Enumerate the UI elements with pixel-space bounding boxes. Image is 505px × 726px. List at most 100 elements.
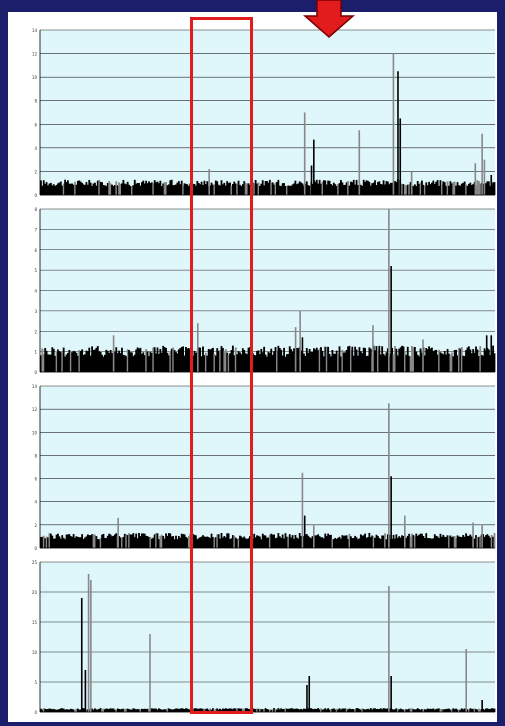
- baseline-bar: [220, 346, 223, 372]
- baseline-bar: [139, 709, 142, 712]
- baseline-bar: [185, 346, 187, 372]
- baseline-bar: [241, 708, 244, 712]
- baseline-bar: [347, 181, 349, 195]
- baseline-bar: [55, 534, 58, 548]
- baseline-bar: [167, 708, 170, 712]
- baseline-bar: [405, 709, 408, 712]
- baseline-bar: [438, 538, 440, 548]
- baseline-bar: [49, 182, 52, 195]
- baseline-bar: [381, 346, 384, 372]
- baseline-bar: [270, 709, 273, 712]
- baseline-bar: [122, 354, 125, 372]
- baseline-bar: [446, 181, 449, 195]
- baseline-bar: [487, 708, 490, 712]
- baseline-bar: [102, 708, 105, 712]
- baseline-bar: [328, 534, 331, 548]
- baseline-bar: [118, 182, 121, 195]
- baseline-bar: [243, 349, 246, 372]
- baseline-bar: [98, 351, 101, 372]
- baseline-bar: [133, 708, 136, 712]
- baseline-bar: [128, 184, 130, 195]
- baseline-bar: [113, 184, 116, 195]
- baseline-bar: [165, 533, 167, 548]
- baseline-bar: [193, 183, 196, 195]
- baseline-bar: [475, 346, 477, 372]
- baseline-bar: [108, 181, 111, 195]
- baseline-bar: [119, 709, 122, 712]
- baseline-bar: [64, 356, 66, 372]
- baseline-bar: [459, 185, 462, 195]
- baseline-bar: [385, 539, 388, 548]
- baseline-bar: [175, 352, 177, 372]
- baseline-bar: [126, 349, 129, 372]
- y-tick-label: 8: [34, 99, 37, 104]
- baseline-bar: [307, 708, 310, 712]
- baseline-bar: [281, 534, 284, 548]
- baseline-bar: [79, 709, 82, 712]
- baseline-bar: [422, 709, 425, 712]
- baseline-bar: [129, 534, 132, 548]
- baseline-bar: [75, 536, 78, 548]
- baseline-bar: [170, 179, 173, 195]
- baseline-bar: [409, 708, 412, 712]
- baseline-bar: [314, 349, 317, 372]
- baseline-bar: [197, 538, 200, 548]
- baseline-bar: [173, 350, 176, 372]
- baseline-bar: [112, 186, 115, 195]
- baseline-bar: [311, 708, 314, 712]
- baseline-bar: [294, 534, 297, 548]
- baseline-bar: [51, 347, 54, 372]
- baseline-bar: [175, 535, 177, 548]
- baseline-bar: [105, 185, 108, 195]
- baseline-bar: [315, 535, 318, 548]
- baseline-bar: [263, 185, 266, 195]
- peak-bar: [410, 171, 413, 195]
- baseline-bar: [371, 535, 374, 548]
- y-tick-label: 15: [32, 620, 38, 625]
- baseline-bar: [317, 350, 320, 372]
- baseline-bar: [74, 181, 76, 195]
- baseline-bar: [40, 537, 42, 548]
- baseline-bar: [150, 352, 153, 372]
- baseline-bar: [472, 184, 475, 195]
- baseline-bar: [125, 184, 128, 195]
- y-tick-label: 6: [34, 248, 37, 253]
- baseline-bar: [303, 708, 305, 712]
- baseline-bar: [489, 354, 492, 372]
- baseline-bar: [209, 708, 212, 712]
- baseline-bar: [274, 347, 277, 372]
- baseline-bar: [82, 184, 85, 195]
- baseline-bar: [81, 182, 84, 195]
- baseline-bar: [140, 533, 143, 548]
- baseline-bar: [304, 355, 307, 372]
- baseline-bar: [300, 708, 303, 712]
- baseline-bar: [123, 355, 126, 372]
- baseline-bar: [436, 536, 439, 548]
- baseline-bar: [280, 537, 283, 548]
- baseline-bar: [348, 345, 351, 372]
- baseline-bar: [322, 709, 325, 712]
- baseline-bar: [283, 183, 285, 195]
- baseline-bar: [386, 708, 389, 712]
- baseline-bar: [381, 535, 384, 548]
- baseline-bar: [278, 348, 281, 372]
- baseline-bar: [487, 349, 490, 372]
- baseline-bar: [273, 351, 276, 372]
- baseline-bar: [365, 709, 368, 712]
- baseline-bar: [270, 533, 273, 548]
- baseline-bar: [288, 534, 291, 548]
- baseline-bar: [213, 709, 216, 712]
- baseline-bar: [349, 709, 352, 712]
- baseline-bar: [394, 181, 396, 195]
- peak-bar: [372, 325, 374, 372]
- baseline-bar: [419, 533, 422, 548]
- baseline-bar: [102, 533, 105, 548]
- baseline-bar: [290, 708, 293, 712]
- baseline-bar: [337, 353, 339, 372]
- baseline-bar: [349, 536, 352, 548]
- baseline-bar: [143, 355, 146, 372]
- peak-bar: [301, 472, 304, 548]
- baseline-bar: [487, 535, 490, 548]
- baseline-bar: [230, 708, 233, 712]
- baseline-bar: [351, 538, 354, 548]
